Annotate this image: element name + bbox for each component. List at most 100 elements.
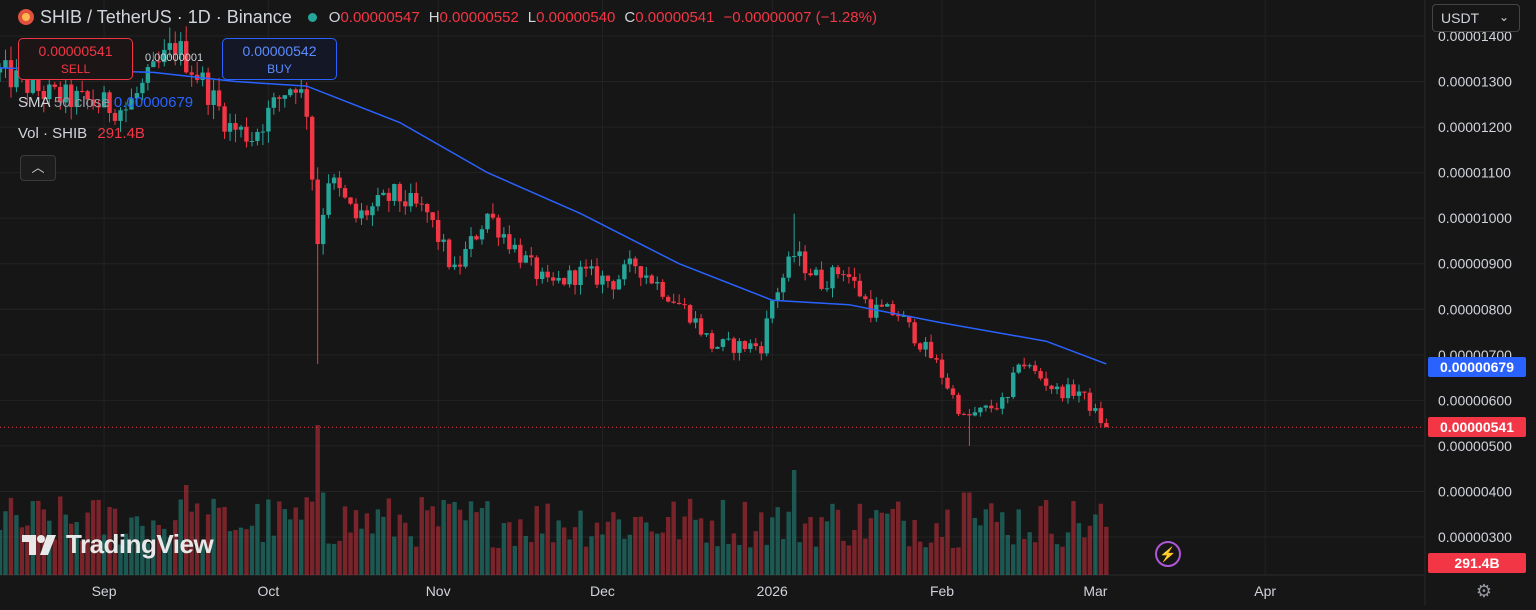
volume-bar bbox=[41, 509, 47, 575]
volume-bar bbox=[457, 509, 463, 575]
candle-body bbox=[775, 292, 780, 301]
currency-select[interactable]: USDT ⌄ bbox=[1432, 4, 1520, 32]
volume-bar bbox=[655, 533, 660, 575]
volume-bar bbox=[326, 543, 331, 575]
volume-bar bbox=[556, 520, 561, 575]
y-tick-label: 0.00001300 bbox=[1438, 74, 1512, 90]
symbol-title[interactable]: SHIB / TetherUS · 1D · Binance bbox=[40, 6, 292, 27]
volume-bar bbox=[320, 492, 326, 575]
candle-body bbox=[490, 213, 496, 218]
candle-body bbox=[446, 239, 452, 268]
volume-bar bbox=[282, 509, 287, 575]
candle-body bbox=[304, 89, 309, 117]
candle-body bbox=[616, 279, 622, 290]
candle-body bbox=[315, 179, 320, 245]
candle-body bbox=[293, 89, 298, 93]
volume-bar bbox=[693, 519, 698, 575]
volume-bar bbox=[611, 512, 616, 575]
candle-body bbox=[687, 305, 693, 323]
last-price-badge: 0.00000541 bbox=[1428, 417, 1526, 437]
volume-bar bbox=[277, 501, 282, 575]
candle-body bbox=[1011, 372, 1016, 398]
volume-bar bbox=[797, 542, 802, 575]
volume-bar bbox=[934, 523, 939, 575]
sell-button[interactable]: 0.00000541 SELL bbox=[18, 38, 133, 80]
candle-body bbox=[216, 90, 222, 107]
candle-body bbox=[1065, 384, 1071, 399]
volume-bar bbox=[753, 531, 759, 575]
volume-bar bbox=[430, 506, 435, 575]
candle-body bbox=[375, 195, 381, 207]
candle-body bbox=[611, 281, 616, 290]
lightning-icon[interactable]: ⚡ bbox=[1155, 541, 1181, 567]
candle-body bbox=[824, 288, 830, 290]
volume-legend[interactable]: Vol · SHIB 291.4B bbox=[18, 125, 145, 142]
volume-bar bbox=[1021, 538, 1027, 575]
candle-body bbox=[846, 274, 852, 277]
x-tick-label: 2026 bbox=[757, 583, 788, 599]
candle-body bbox=[79, 90, 85, 92]
volume-bar bbox=[857, 503, 863, 575]
candle-body bbox=[8, 60, 14, 88]
volume-bar bbox=[342, 506, 348, 575]
volume-bar bbox=[337, 540, 342, 575]
volume-bar bbox=[945, 509, 950, 575]
volume-bar bbox=[808, 516, 813, 575]
volume-bar bbox=[583, 546, 589, 575]
candle-body bbox=[1098, 408, 1104, 424]
volume-bar bbox=[244, 529, 249, 575]
settings-gear-icon[interactable]: ⚙ bbox=[1475, 581, 1493, 601]
candle-body bbox=[501, 234, 507, 238]
candle-body bbox=[989, 405, 994, 409]
candle-body bbox=[282, 95, 287, 99]
volume-bar bbox=[496, 547, 501, 575]
candle-body bbox=[397, 184, 403, 202]
candle-body bbox=[1049, 385, 1054, 390]
volume-bar bbox=[912, 519, 917, 575]
volume-bar bbox=[74, 522, 79, 575]
candle-body bbox=[572, 270, 578, 285]
volume-bar bbox=[233, 530, 238, 575]
candle-body bbox=[671, 301, 676, 303]
volume-bar bbox=[1087, 525, 1093, 575]
candle-body bbox=[496, 217, 501, 238]
candle-body bbox=[923, 341, 928, 350]
candle-body bbox=[978, 407, 983, 413]
tradingview-icon bbox=[22, 534, 56, 555]
volume-bar bbox=[1065, 532, 1071, 575]
candle-body bbox=[1027, 365, 1032, 367]
candle-body bbox=[972, 412, 978, 416]
volume-bar bbox=[715, 546, 720, 575]
candle-body bbox=[1005, 397, 1010, 399]
volume-bar bbox=[446, 503, 452, 575]
candle-body bbox=[720, 339, 726, 347]
volume-bar bbox=[101, 534, 107, 575]
candle-body bbox=[74, 90, 79, 108]
candle-body bbox=[863, 296, 868, 300]
sma-legend[interactable]: SMA 50 close 0.00000679 bbox=[18, 94, 194, 111]
buy-button[interactable]: 0.00000542 BUY bbox=[222, 38, 337, 80]
candle-body bbox=[890, 304, 895, 316]
volume-bar bbox=[950, 547, 956, 575]
candle-body bbox=[737, 341, 742, 353]
candle-body bbox=[605, 275, 611, 282]
collapse-legend-button[interactable]: ︿ bbox=[20, 155, 56, 181]
candle-body bbox=[140, 82, 145, 94]
candle-body bbox=[622, 264, 627, 280]
candle-body bbox=[759, 346, 764, 354]
candle-body bbox=[550, 277, 556, 281]
candle-body bbox=[879, 304, 884, 307]
candle-body bbox=[1071, 384, 1076, 396]
volume-bar bbox=[249, 525, 255, 575]
candle-body bbox=[786, 256, 791, 278]
volume-bar bbox=[917, 541, 923, 575]
candle-body bbox=[353, 203, 359, 219]
candle-body bbox=[676, 302, 682, 305]
volume-bar bbox=[989, 503, 994, 575]
volume-bar bbox=[63, 514, 68, 575]
volume-bar bbox=[107, 507, 112, 575]
candle-body bbox=[288, 89, 293, 96]
spread-value: 0.00000001 bbox=[145, 52, 204, 64]
